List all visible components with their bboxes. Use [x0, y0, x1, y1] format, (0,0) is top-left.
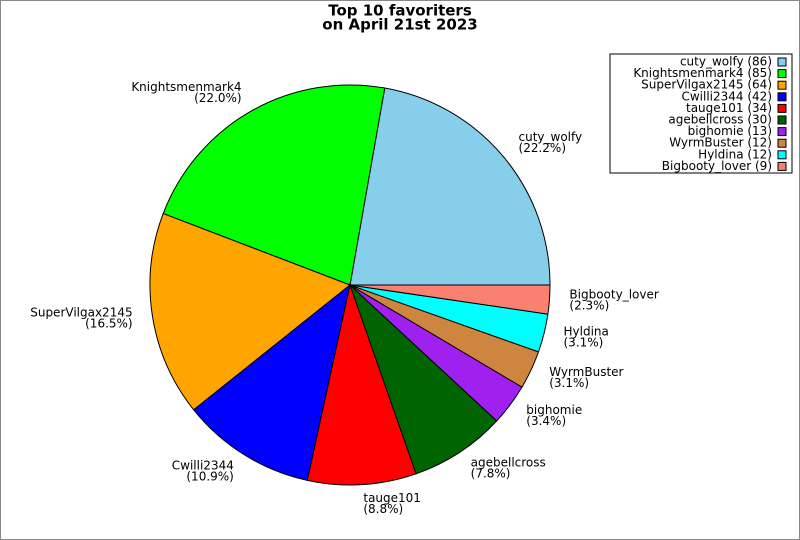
slice-label: WyrmBuster	[549, 365, 623, 379]
slice-percent: (7.8%)	[471, 466, 511, 480]
legend-box	[609, 53, 793, 174]
legend-swatch	[777, 57, 787, 67]
legend-label: bighomie (13)	[688, 124, 772, 138]
legend-swatch	[777, 127, 787, 137]
legend-swatch	[777, 80, 787, 90]
slice-label: SuperVilgax2145	[30, 305, 132, 319]
slice-label: tauge101	[363, 491, 421, 505]
legend-swatch	[777, 103, 787, 113]
slice-label: agebellcross	[471, 455, 546, 469]
legend-label: Hyldina (12)	[698, 147, 772, 161]
slice-percent: (10.9%)	[186, 469, 233, 483]
slice-label: bighomie	[526, 403, 582, 417]
legend-swatch	[777, 161, 787, 171]
legend-label: agebellcross (30)	[668, 113, 772, 127]
pie-slice	[349, 284, 551, 315]
legend-label: Bigbooty_lover (9)	[662, 159, 772, 173]
legend-label: Cwilli2344 (42)	[681, 89, 772, 103]
legend-swatch	[777, 115, 787, 125]
legend-swatch	[777, 92, 787, 102]
legend-label: WyrmBuster (12)	[669, 136, 772, 150]
slice-percent: (2.3%)	[569, 299, 609, 313]
pie-slice	[349, 284, 498, 475]
slice-percent: (8.8%)	[363, 502, 403, 516]
slice-label: cuty_wolfy	[519, 130, 583, 144]
pie-slice	[349, 87, 551, 286]
slice-label: Bigbooty_lover	[569, 288, 658, 302]
slice-percent: (3.1%)	[564, 336, 604, 350]
pie-slice	[193, 283, 351, 481]
pie-slice	[149, 212, 351, 411]
slice-percent: (22.2%)	[519, 141, 566, 155]
slice-percent: (16.5%)	[85, 316, 132, 330]
legend-label: SuperVilgax2145 (64)	[641, 78, 772, 92]
slice-percent: (3.1%)	[549, 376, 589, 390]
legend-swatch	[777, 150, 787, 160]
pie-slice	[306, 283, 417, 486]
legend-label: tauge101 (34)	[686, 101, 772, 115]
slice-label: Knightsmenmark4	[131, 80, 241, 94]
slice-percent: (22.0%)	[194, 91, 241, 105]
legend-swatch	[777, 138, 787, 148]
slice-label: Hyldina	[564, 325, 609, 339]
legend-label: Knightsmenmark4 (85)	[633, 66, 772, 80]
slice-percent: (3.4%)	[526, 414, 566, 428]
legend-label: cuty_wolfy (86)	[680, 55, 772, 69]
chart-title: on April 21st 2023	[322, 16, 477, 34]
chart-title: Top 10 favoriters	[328, 2, 472, 20]
pie-slice	[162, 84, 386, 286]
legend-swatch	[777, 69, 787, 79]
slice-label: Cwilli2344	[172, 458, 234, 472]
